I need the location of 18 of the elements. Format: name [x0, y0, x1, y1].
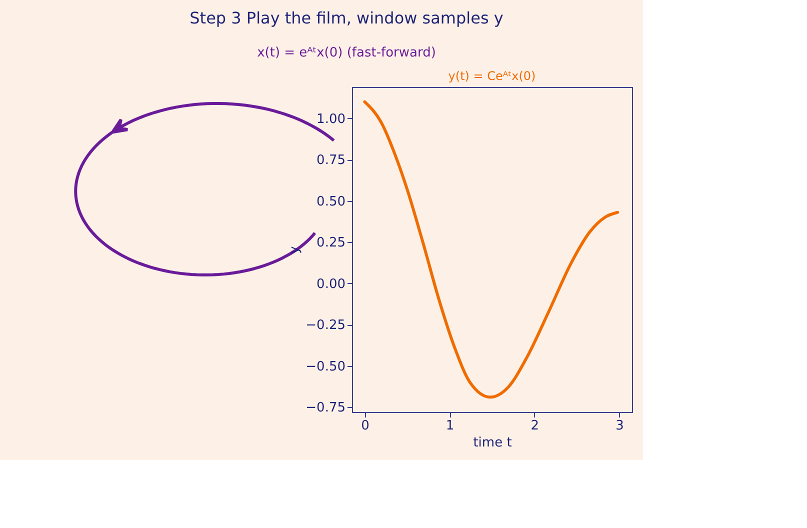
y-tick-label: −0.75: [306, 400, 346, 416]
y-tick-label: 0.25: [316, 236, 346, 251]
y-tick-label: 0.50: [316, 194, 346, 210]
y-tick-label: 0.00: [316, 276, 346, 292]
x-tick-label: 0: [361, 418, 370, 434]
x-tick-label: 3: [616, 418, 624, 434]
y-tick-label: 0.75: [316, 153, 346, 168]
y-axis-title: y: [288, 246, 303, 254]
chart-subtitle: x(t) = eᴬᵗx(0) (fast-forward): [257, 46, 436, 60]
chart-title: Step 3 Play the film, window samples y: [190, 8, 504, 28]
x-axis-title: time t: [473, 436, 512, 450]
text: y(t) = Ceᴬᵗx(0): [448, 69, 536, 83]
x-tick-label: 2: [530, 418, 540, 434]
y-tick-label: −0.50: [306, 359, 346, 374]
y-tick-label: 1.00: [316, 112, 346, 127]
line-series: [363, 100, 620, 399]
x-tick-label: 1: [446, 418, 454, 434]
y-tick-label: −0.25: [306, 318, 346, 334]
